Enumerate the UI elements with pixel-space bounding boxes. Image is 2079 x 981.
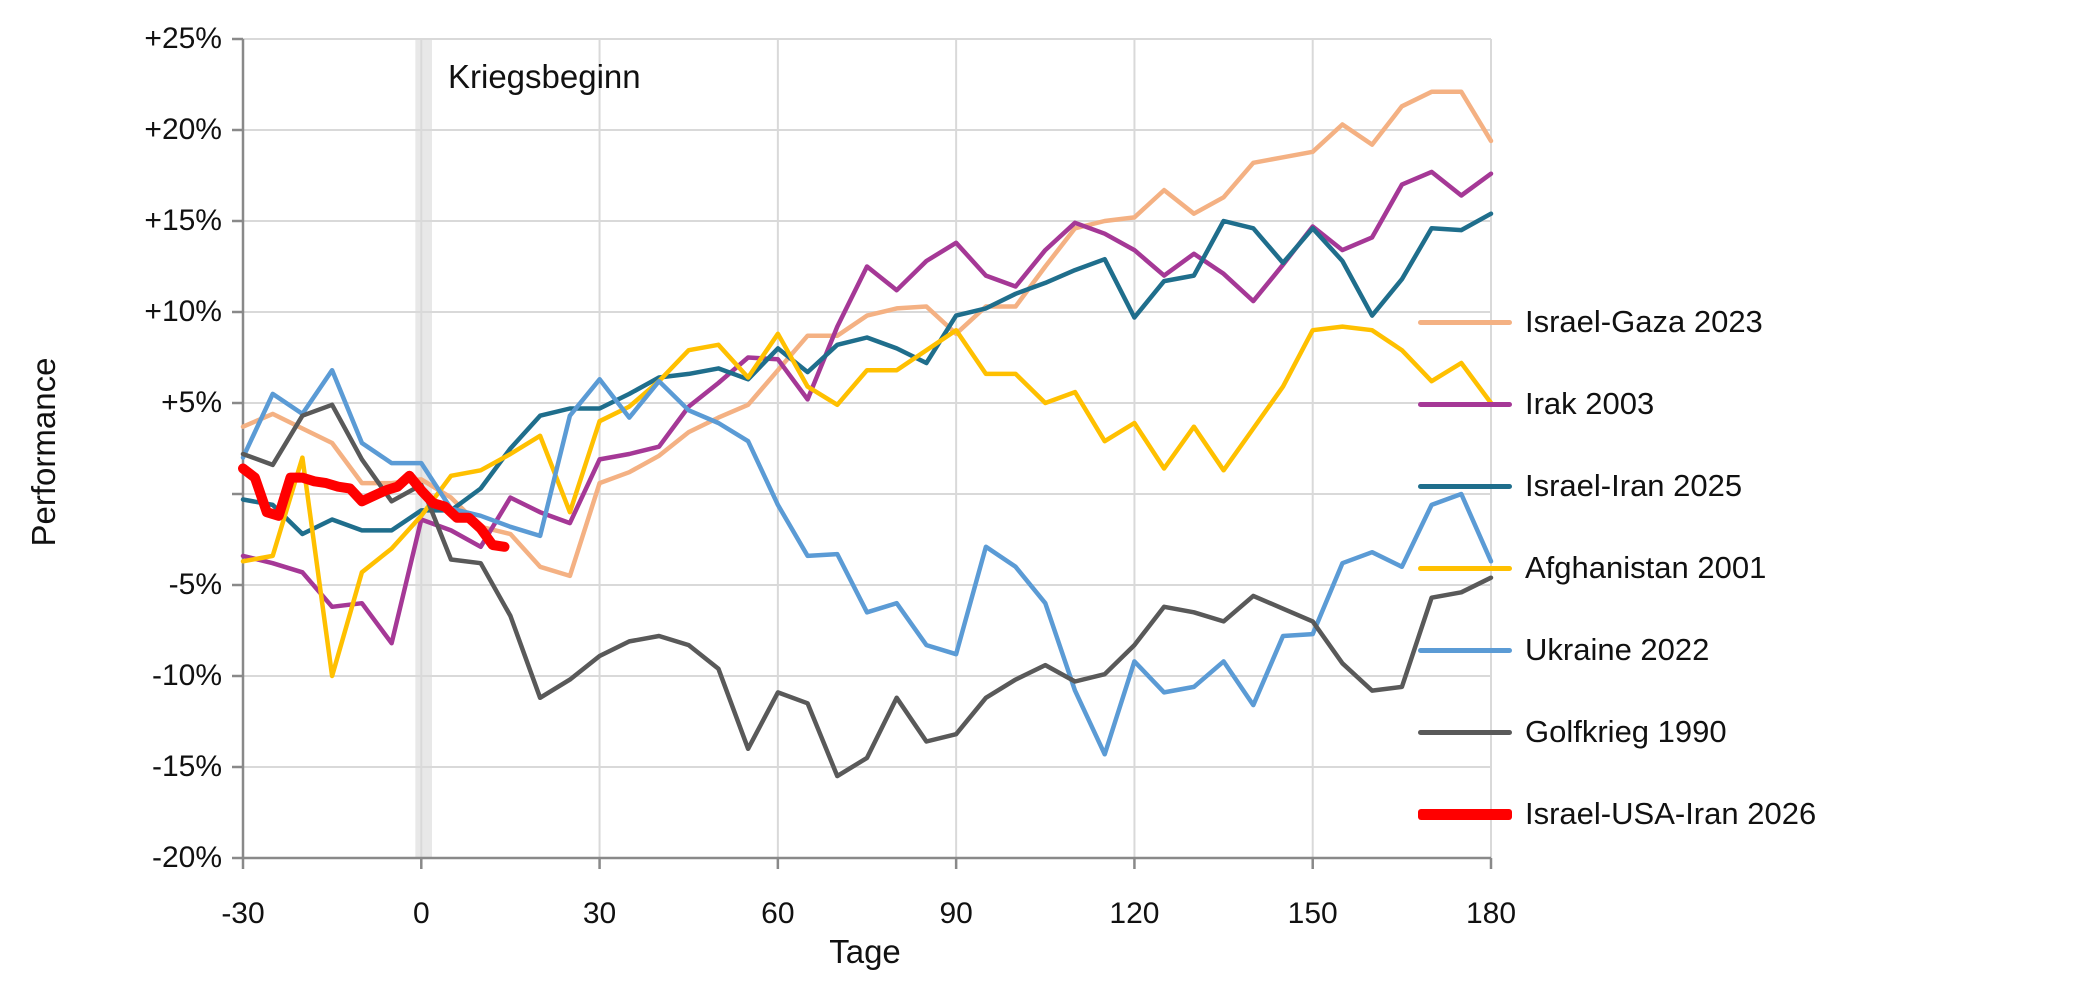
y-tick-label: +5% bbox=[161, 386, 222, 419]
legend-label: Ukraine 2022 bbox=[1525, 632, 1710, 667]
legend: Israel-Gaza 2023 Irak 2003 Israel-Iran 202… bbox=[1418, 281, 2058, 855]
legend-label: Israel-USA-Iran 2026 bbox=[1525, 796, 1817, 831]
series-line-golfkrieg-1990 bbox=[240, 402, 1494, 779]
y-tick-label: -5% bbox=[168, 568, 222, 601]
legend-swatch bbox=[1418, 565, 1512, 571]
legend-label: Afghanistan 2001 bbox=[1525, 550, 1767, 585]
legend-item: Golfkrieg 1990 bbox=[1418, 691, 2058, 773]
x-tick-label: 180 bbox=[1465, 897, 1517, 930]
y-tick-label: -15% bbox=[151, 750, 222, 783]
event-annotation: Kriegsbeginn bbox=[448, 58, 641, 95]
legend-item: Irak 2003 bbox=[1418, 363, 2058, 445]
legend-item: Israel-Gaza 2023 bbox=[1418, 281, 2058, 363]
x-tick-label: 120 bbox=[1109, 897, 1160, 930]
x-axis-title: Tage bbox=[829, 933, 901, 970]
legend-label: Golfkrieg 1990 bbox=[1525, 714, 1727, 749]
legend-swatch bbox=[1418, 319, 1512, 325]
y-tick-label: +10% bbox=[144, 295, 222, 328]
y-tick-label: -10% bbox=[151, 659, 222, 692]
legend-swatch bbox=[1418, 401, 1512, 407]
series-line-israel-usa-iran-2026 bbox=[238, 463, 510, 552]
x-tick-label: 30 bbox=[582, 897, 617, 930]
y-tick-label: +20% bbox=[144, 113, 222, 146]
legend-item: Israel-Iran 2025 bbox=[1418, 445, 2058, 527]
legend-item: Israel-USA-Iran 2026 bbox=[1418, 773, 2058, 855]
legend-swatch bbox=[1418, 483, 1512, 489]
legend-item: Ukraine 2022 bbox=[1418, 609, 2058, 691]
x-tick-label: 0 bbox=[412, 897, 430, 930]
legend-label: Israel-Iran 2025 bbox=[1525, 468, 1743, 503]
x-tick-label: -30 bbox=[221, 897, 265, 930]
series-line-israel-gaza-2023 bbox=[240, 89, 1494, 579]
legend-label: Israel-Gaza 2023 bbox=[1525, 304, 1763, 339]
legend-swatch bbox=[1418, 729, 1512, 735]
y-tick-label: -20% bbox=[151, 841, 222, 874]
legend-item: Afghanistan 2001 bbox=[1418, 527, 2058, 609]
legend-swatch bbox=[1418, 808, 1512, 820]
x-tick-label: 60 bbox=[761, 897, 795, 930]
y-tick-label: +25% bbox=[144, 22, 222, 55]
event-band bbox=[415, 39, 432, 858]
legend-swatch bbox=[1418, 647, 1512, 653]
y-tick-label: +15% bbox=[144, 204, 222, 237]
x-tick-label: 90 bbox=[939, 897, 973, 930]
legend-label: Irak 2003 bbox=[1525, 386, 1655, 421]
x-tick-label: 150 bbox=[1287, 897, 1338, 930]
series-line-afghanistan-2001 bbox=[240, 324, 1494, 679]
